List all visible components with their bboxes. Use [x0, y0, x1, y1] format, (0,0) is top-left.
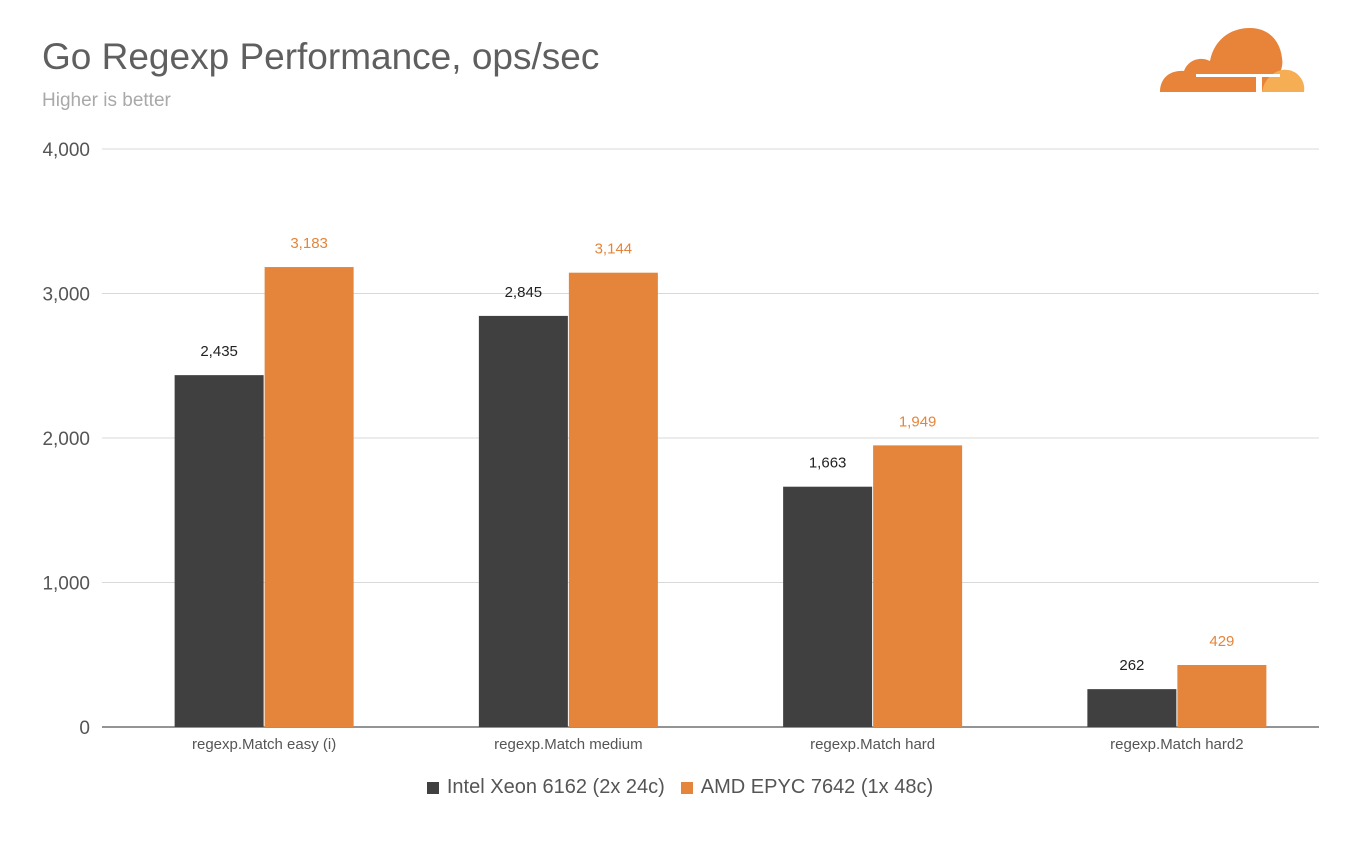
data-label: 1,663: [809, 455, 847, 472]
bar-amd: [568, 272, 658, 727]
y-tick-label: 0: [79, 718, 90, 739]
y-tick-label: 1,000: [42, 574, 90, 595]
legend-label-intel: Intel Xeon 6162 (2x 24c): [446, 776, 665, 798]
x-tick-label: regexp.Match hard2: [1110, 736, 1243, 753]
chart-title: Go Regexp Performance, ops/sec: [42, 36, 600, 77]
legend-swatch-amd: [680, 781, 693, 794]
x-tick-label: regexp.Match medium: [494, 736, 642, 753]
data-label: 2,435: [200, 343, 238, 360]
chart-subtitle: Higher is better: [42, 90, 171, 111]
bar-intel: [478, 315, 568, 727]
legend: Intel Xeon 6162 (2x 24c) AMD EPYC 7642 (…: [0, 776, 1360, 799]
bar-intel: [1087, 689, 1177, 727]
data-label: 429: [1209, 633, 1234, 650]
legend-label-amd: AMD EPYC 7642 (1x 48c): [700, 776, 934, 798]
logo-stripe: [1196, 74, 1280, 77]
data-label: 1,949: [899, 413, 937, 430]
bar-amd: [264, 267, 354, 727]
data-label: 3,144: [595, 241, 633, 258]
y-tick-label: 3,000: [42, 285, 90, 306]
data-label: 3,183: [290, 235, 328, 252]
y-tick-label: 2,000: [42, 429, 90, 450]
bar-amd: [873, 445, 963, 727]
cloudflare-cloud-icon: [1160, 28, 1305, 93]
x-tick-label: regexp.Match hard: [810, 736, 935, 753]
x-tick-label: regexp.Match easy (i): [192, 736, 336, 753]
data-label: 2,845: [505, 284, 543, 301]
bar-intel: [783, 486, 873, 727]
bar-intel: [174, 375, 264, 727]
bar-amd: [1177, 665, 1267, 727]
data-label: 262: [1119, 657, 1144, 674]
logo-gap: [1256, 77, 1262, 93]
legend-swatch-intel: [426, 781, 439, 794]
y-tick-label: 4,000: [42, 140, 90, 161]
legend-item-amd: AMD EPYC 7642 (1x 48c): [680, 776, 934, 799]
legend-item-intel: Intel Xeon 6162 (2x 24c): [426, 776, 665, 799]
